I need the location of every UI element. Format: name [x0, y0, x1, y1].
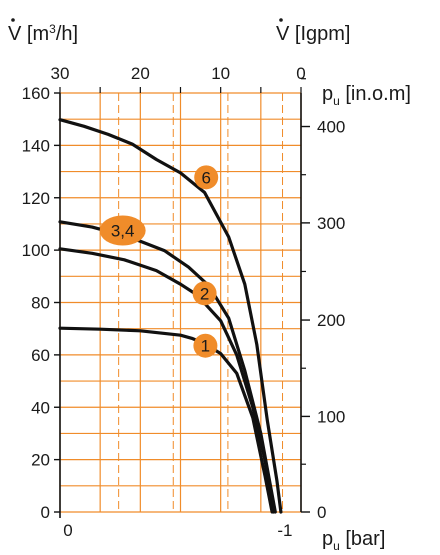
axis-label-unit: [m — [27, 23, 49, 45]
top-axis-igpm-title-text: V [Igpm] — [276, 23, 350, 45]
right-tick-label: 300 — [317, 214, 345, 233]
right-axis-title: pu [in.o.m] — [322, 83, 411, 108]
left-tick-label: 0 — [41, 503, 50, 522]
axis-label-unit: [Igpm] — [295, 23, 351, 45]
top-axis-m3h-title-text: V [m3/h] — [8, 22, 78, 45]
tick-marks — [54, 78, 310, 518]
curve-badge-6 — [194, 165, 219, 190]
left-tick-label: 140 — [22, 136, 50, 155]
bottom-tick-label: -1 — [277, 521, 292, 540]
flow-dot — [279, 18, 283, 22]
right-tick-label: 100 — [317, 407, 345, 426]
curve-badge-label: 3,4 — [111, 221, 135, 240]
top-axis-igpm-title: V [Igpm] — [276, 18, 350, 45]
axis-label-sub: u — [333, 539, 340, 553]
axis-label-prefix: V — [276, 23, 295, 45]
curve-badge-label: 1 — [201, 337, 210, 356]
left-tick-label: 40 — [31, 398, 50, 417]
left-tick-label: 100 — [22, 241, 50, 260]
left-tick-label: 80 — [31, 294, 50, 313]
curves — [58, 118, 283, 514]
top-tick-label: 0 — [296, 64, 305, 83]
top-tick-label: 20 — [131, 64, 150, 83]
top-tick-label: 30 — [51, 64, 70, 83]
pump-curve-2 — [58, 247, 276, 514]
curve-badge-label: 2 — [200, 284, 209, 303]
top-axis-m3h-title: V [m3/h] — [8, 18, 78, 45]
left-tick-label: 160 — [22, 84, 50, 103]
right-tick-label: 200 — [317, 311, 345, 330]
axis-label-sub: u — [333, 94, 340, 108]
curve-badge-2 — [192, 281, 217, 306]
axis-label-sup: 3 — [49, 22, 56, 36]
top-tick-label: 10 — [211, 64, 230, 83]
axis-label-suffix: [in.o.m] — [340, 83, 411, 105]
left-tick-label: 120 — [22, 189, 50, 208]
left-tick-label: 60 — [31, 346, 50, 365]
right-tick-label: 400 — [317, 118, 345, 137]
axis-label-suffix: [bar] — [340, 528, 386, 550]
curve-badge-1 — [193, 333, 218, 358]
axis-label-prefix: p — [322, 83, 333, 105]
curve-badge-label: 6 — [201, 168, 210, 187]
bottom-tick-label: 0 — [63, 521, 72, 540]
axis-label-prefix: p — [322, 528, 333, 550]
pump-curve-3-4 — [58, 220, 277, 514]
axis-label-suffix: /h] — [56, 23, 78, 45]
curve-badges: 123,46 — [99, 165, 219, 358]
right-tick-label: 0 — [317, 503, 326, 522]
flow-dot — [11, 18, 15, 22]
bottom-axis-title: pu [bar] — [322, 528, 385, 553]
left-tick-label: 20 — [31, 451, 50, 470]
pump-curve-6 — [58, 118, 283, 514]
grid — [59, 92, 302, 513]
curve-badge-3-4 — [99, 215, 146, 246]
axis-label-prefix: V — [8, 23, 27, 45]
